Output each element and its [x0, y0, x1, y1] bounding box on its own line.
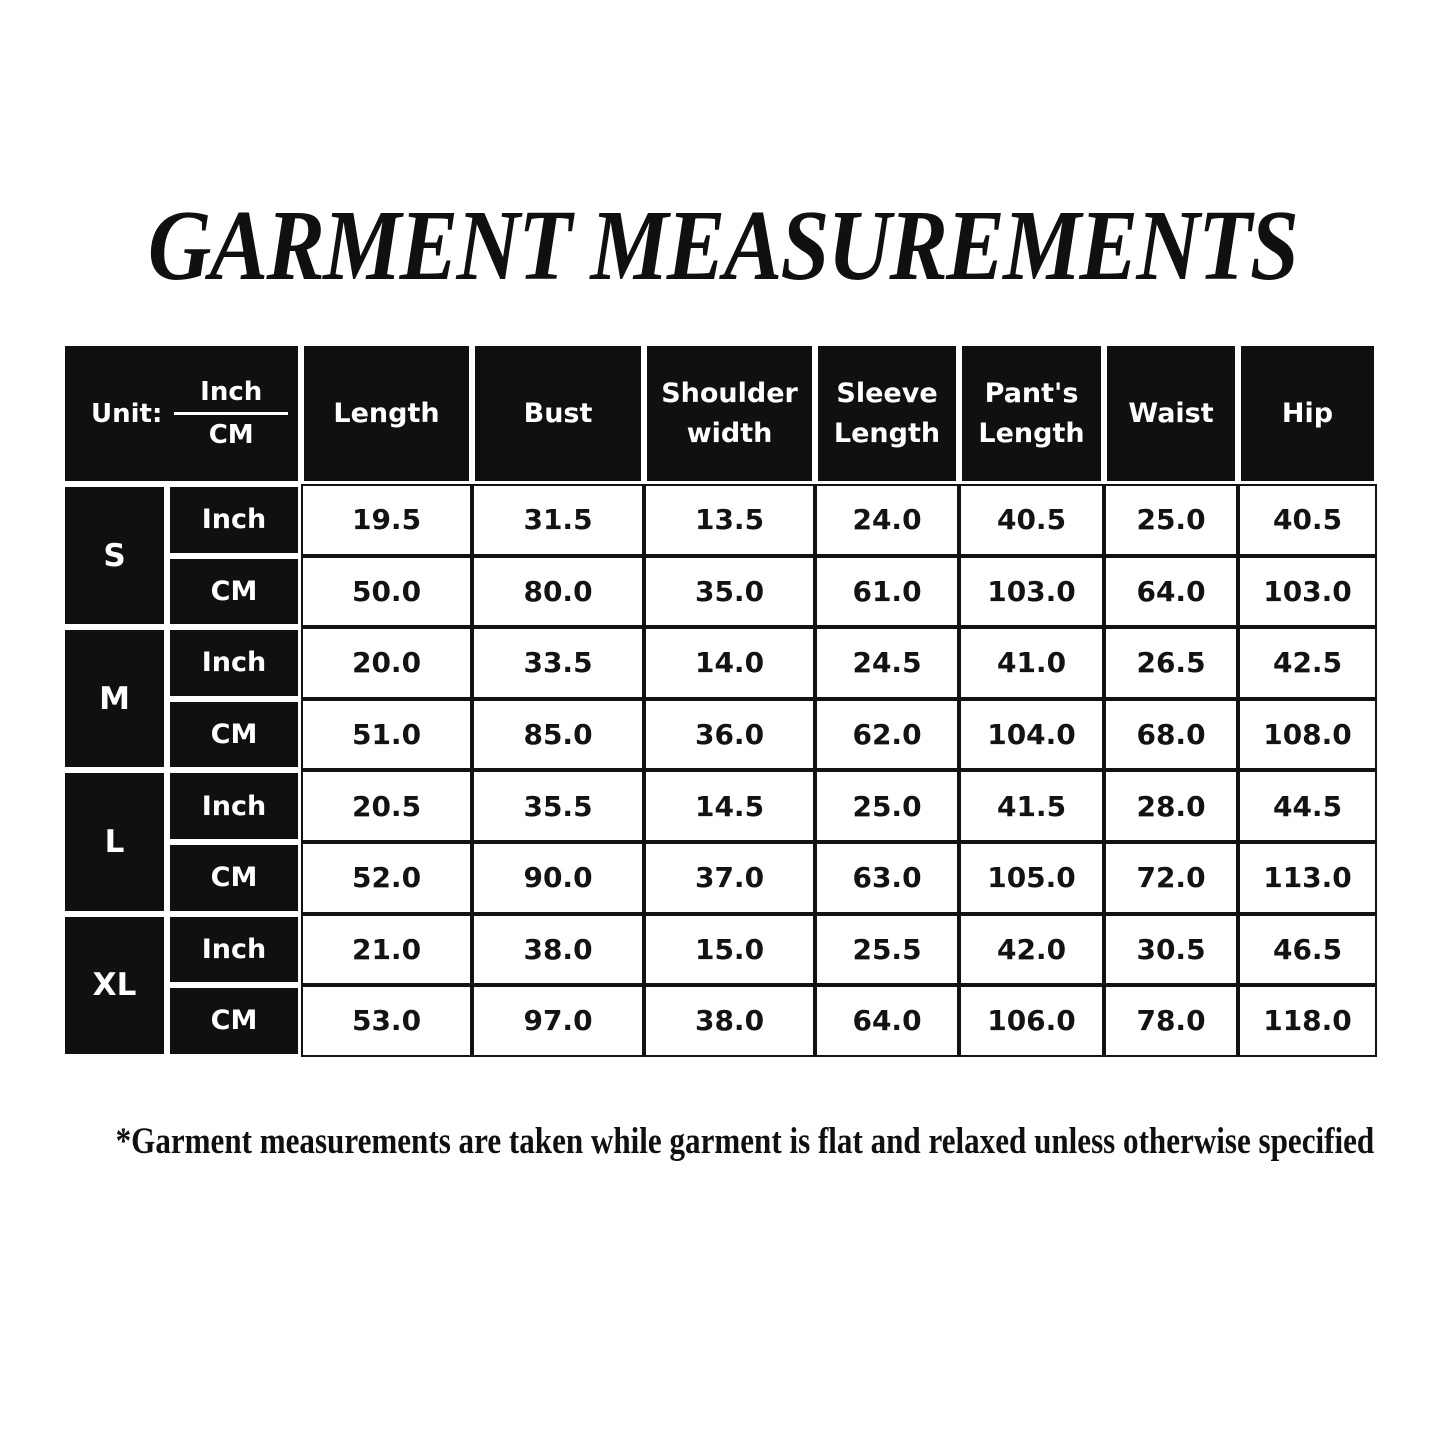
garment-measurements-table: Unit: Inch CM Length Bust Shoulder width… [62, 343, 1378, 1057]
measurement-cell: 97.0 [472, 985, 645, 1057]
measurement-cell: 63.0 [815, 841, 960, 914]
measurement-cell: 25.5 [815, 913, 960, 986]
table-row: CM 52.0 90.0 37.0 63.0 105.0 72.0 113.0 [62, 841, 1378, 914]
measurement-cell: 64.0 [815, 985, 960, 1057]
size-cell-l: L [62, 770, 167, 914]
measurement-cell: 26.5 [1104, 627, 1239, 699]
measurement-cell: 64.0 [1104, 555, 1239, 628]
measurement-cell: 53.0 [301, 985, 473, 1057]
measurement-cell: 25.0 [1104, 484, 1239, 556]
unit-fraction: Inch CM [174, 377, 289, 450]
col-header-hip: Hip [1238, 343, 1378, 484]
row-unit-cm: CM [167, 698, 302, 771]
measurement-cell: 62.0 [815, 698, 960, 771]
measurement-cell: 118.0 [1238, 985, 1378, 1057]
measurement-cell: 85.0 [472, 698, 645, 771]
measurement-cell: 41.5 [959, 770, 1105, 842]
measurement-cell: 28.0 [1104, 770, 1239, 842]
measurement-cell: 90.0 [472, 841, 645, 914]
table-row: XL Inch 21.0 38.0 15.0 25.5 42.0 30.5 46… [62, 913, 1378, 1057]
measurement-cell: 105.0 [959, 841, 1105, 914]
unit-cm-label: CM [208, 420, 254, 450]
measurement-cell: 103.0 [959, 555, 1105, 628]
measurement-cell: 38.0 [472, 913, 645, 986]
measurement-cell: 37.0 [644, 841, 816, 914]
measurement-cell: 42.0 [959, 913, 1105, 986]
measurement-cell: 61.0 [815, 555, 960, 628]
col-header-sleeve-length: Sleeve Length [815, 343, 960, 484]
size-cell-s: S [62, 484, 167, 628]
measurement-cell: 20.5 [301, 770, 473, 842]
table-row: CM 50.0 80.0 35.0 61.0 103.0 64.0 103.0 [62, 555, 1378, 628]
row-unit-inch: Inch [167, 627, 302, 699]
measurement-cell: 72.0 [1104, 841, 1239, 914]
measurement-cell: 20.0 [301, 627, 473, 699]
footnote: *Garment measurements are taken while ga… [115, 1121, 1375, 1162]
table-row: L Inch 20.5 35.5 14.5 25.0 41.5 28.0 44.… [62, 770, 1378, 914]
measurement-cell: 14.5 [644, 770, 816, 842]
measurement-cell: 30.5 [1104, 913, 1239, 986]
measurement-cell: 78.0 [1104, 985, 1239, 1057]
measurement-cell: 42.5 [1238, 627, 1378, 699]
row-unit-cm: CM [167, 841, 302, 914]
unit-inch-label: Inch [174, 377, 289, 415]
header-row: Unit: Inch CM Length Bust Shoulder width… [62, 343, 1378, 484]
measurement-cell: 33.5 [472, 627, 645, 699]
measurement-cell: 21.0 [301, 913, 473, 986]
measurement-cell: 35.0 [644, 555, 816, 628]
table-row: M Inch 20.0 33.5 14.0 24.5 41.0 26.5 42.… [62, 627, 1378, 771]
col-header-pants-length: Pant's Length [959, 343, 1105, 484]
col-header-shoulder-width: Shoulder width [644, 343, 816, 484]
measurement-cell: 52.0 [301, 841, 473, 914]
measurement-cell: 13.5 [644, 484, 816, 556]
measurement-cell: 106.0 [959, 985, 1105, 1057]
measurement-cell: 25.0 [815, 770, 960, 842]
measurement-cell: 19.5 [301, 484, 473, 556]
measurement-cell: 44.5 [1238, 770, 1378, 842]
measurement-cell: 80.0 [472, 555, 645, 628]
measurement-cell: 36.0 [644, 698, 816, 771]
size-cell-xl: XL [62, 913, 167, 1057]
col-header-bust: Bust [472, 343, 645, 484]
table-row: CM 53.0 97.0 38.0 64.0 106.0 78.0 118.0 [62, 985, 1378, 1057]
measurement-cell: 14.0 [644, 627, 816, 699]
measurement-cell: 31.5 [472, 484, 645, 556]
table-row: S Inch 19.5 31.5 13.5 24.0 40.5 25.0 40.… [62, 484, 1378, 628]
row-unit-cm: CM [167, 555, 302, 628]
measurement-cell: 50.0 [301, 555, 473, 628]
measurement-cell: 46.5 [1238, 913, 1378, 986]
measurement-cell: 108.0 [1238, 698, 1378, 771]
measurement-cell: 15.0 [644, 913, 816, 986]
measurement-cell: 113.0 [1238, 841, 1378, 914]
table-row: CM 51.0 85.0 36.0 62.0 104.0 68.0 108.0 [62, 698, 1378, 771]
measurement-cell: 68.0 [1104, 698, 1239, 771]
unit-label: Unit: [91, 398, 163, 429]
measurement-cell: 51.0 [301, 698, 473, 771]
measurement-cell: 24.0 [815, 484, 960, 556]
measurement-cell: 104.0 [959, 698, 1105, 771]
size-cell-m: M [62, 627, 167, 771]
measurement-cell: 103.0 [1238, 555, 1378, 628]
measurement-cell: 24.5 [815, 627, 960, 699]
row-unit-cm: CM [167, 985, 302, 1057]
row-unit-inch: Inch [167, 770, 302, 842]
col-header-length: Length [301, 343, 473, 484]
col-header-waist: Waist [1104, 343, 1239, 484]
measurement-cell: 38.0 [644, 985, 816, 1057]
page-title: GARMENT MEASUREMENTS [147, 189, 1299, 301]
measurement-cell: 35.5 [472, 770, 645, 842]
row-unit-inch: Inch [167, 913, 302, 986]
measurement-cell: 40.5 [959, 484, 1105, 556]
measurement-cell: 40.5 [1238, 484, 1378, 556]
unit-header-cell: Unit: Inch CM [62, 343, 302, 484]
row-unit-inch: Inch [167, 484, 302, 556]
measurement-cell: 41.0 [959, 627, 1105, 699]
